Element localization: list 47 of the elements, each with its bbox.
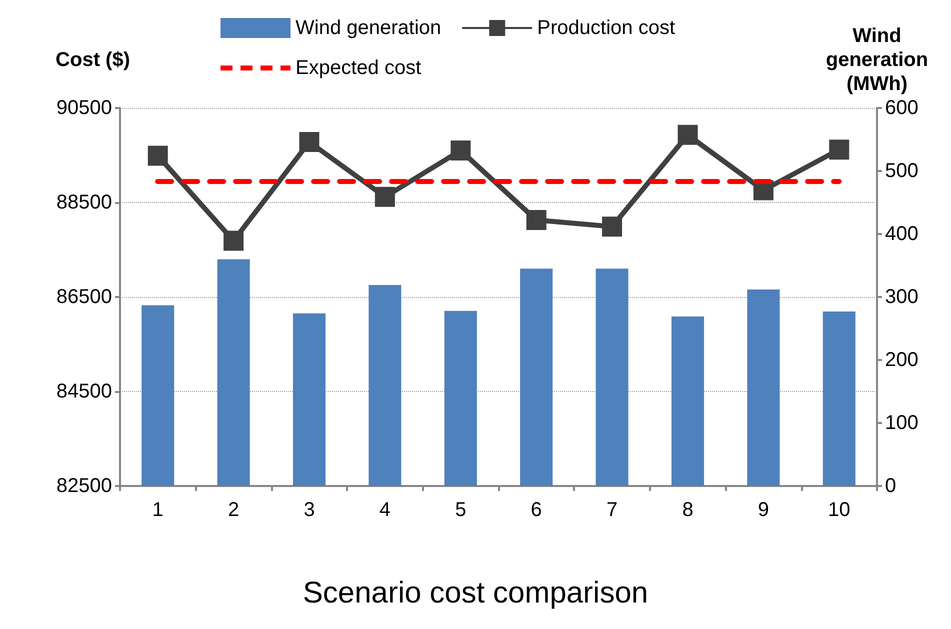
y2-tick-label: 600 [885,97,918,119]
bar [596,268,628,486]
point [224,230,244,251]
bar [292,313,326,486]
bar [822,311,856,486]
y-tick-label: 90500 [56,97,112,119]
y-axis-title: Cost ($) [56,49,130,71]
point [526,210,546,230]
x-tick-label: 6 [530,499,542,521]
y2-tick-label: 100 [885,412,918,434]
legend-label: Wind generation [296,17,442,39]
point [374,186,395,207]
x-tick-label: 3 [304,499,315,521]
y2-tick-label: 200 [885,349,918,371]
y2-tick-label: 300 [885,286,918,308]
y-tick-label: 82500 [56,475,112,497]
y2-tick-label: 400 [885,223,918,245]
x-tick-label: 8 [682,499,694,521]
point [148,146,168,166]
point [299,132,320,152]
point [829,140,850,160]
y-tick-label: 84500 [56,380,112,402]
text: Scenario cost comparison [302,576,648,610]
y2-axis-title: Wind generation (MWh) [826,25,928,95]
bar [520,268,553,486]
x-tick-label: 4 [379,499,391,521]
point [678,124,698,145]
x-tick-label: 1 [152,499,164,521]
bar [747,289,780,486]
y-tick-label: 88500 [56,192,112,214]
x-tick-label: 7 [606,499,618,521]
point [602,216,622,237]
x-tick-label: 10 [828,499,850,521]
bar [368,285,402,486]
bar [444,310,477,486]
legend-label: Expected cost [296,57,422,79]
x-tick-label: 5 [455,499,466,521]
x-tick-label: 9 [758,499,770,521]
y-tick-label: 86500 [56,286,112,308]
x-tick-label: 2 [228,499,240,521]
bar [217,259,250,486]
y2-tick-label: 500 [885,160,918,182]
bar [671,316,704,486]
point [450,140,471,161]
bar [142,305,174,486]
legend-label: Production cost [537,17,676,39]
y2-tick-label: 0 [885,475,896,497]
